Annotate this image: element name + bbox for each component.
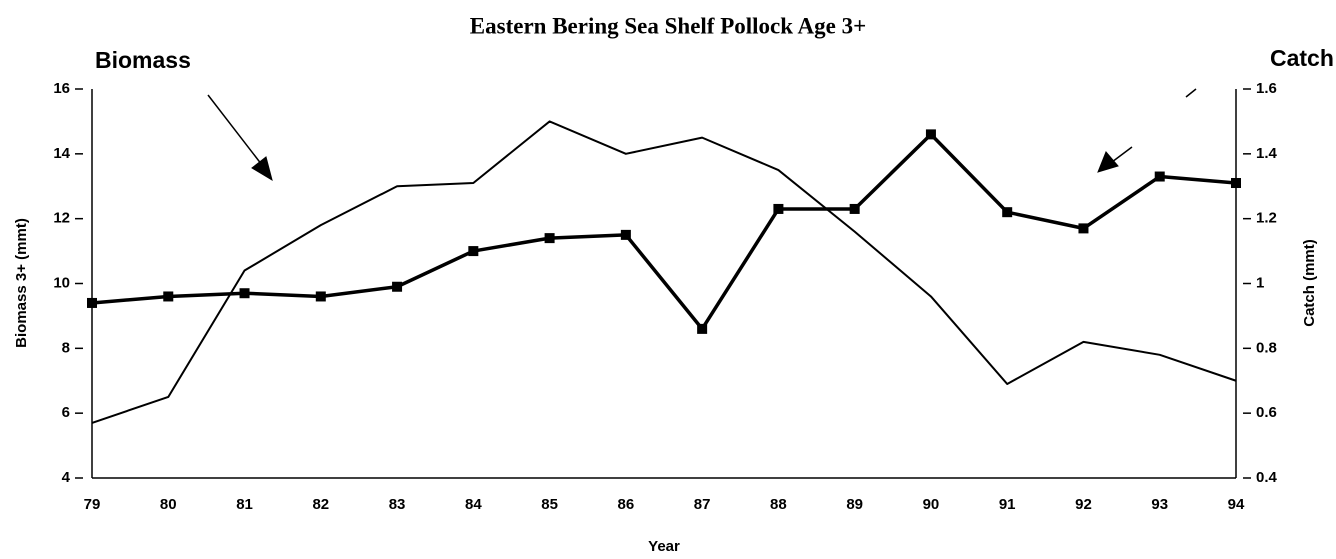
chart-title: Eastern Bering Sea Shelf Pollock Age 3+ [470,13,866,38]
point-marker [239,288,250,299]
arrow-fragment [1185,88,1197,98]
x-tick-label: 79 [84,496,101,513]
y2-tick-label: 1.2 [1256,210,1277,227]
point-marker [163,291,174,302]
x-tick-label: 83 [389,496,406,513]
y-tick-label: 10 [53,274,70,291]
annotation: Catch [1270,45,1334,71]
annotation: Biomass [95,47,191,73]
y-tick-label: 12 [53,210,70,227]
y-tick-label: 6 [62,404,70,421]
x-tick-label: 90 [923,496,940,513]
point-marker [392,281,403,292]
y-tick-label: 14 [53,145,70,162]
x-tick-label: 91 [999,496,1016,513]
x-tick-label: 94 [1228,496,1245,513]
x-tick-label: 87 [694,496,711,513]
point-marker [1231,178,1241,189]
y2-tick-label: 1.4 [1256,145,1278,162]
y2-tick-label: 0.4 [1256,469,1278,486]
x-tick-label: 88 [770,496,787,513]
y-tick-label: 8 [62,339,70,356]
arrowhead [1097,151,1119,173]
point-marker [468,246,479,257]
x-tick-label: 92 [1075,496,1092,513]
x-tick-label: 89 [846,496,863,513]
point-marker [1078,223,1089,234]
x-tick-label: 86 [618,496,635,513]
x-tick-label: 85 [541,496,558,513]
x-tick-label: 84 [465,496,482,513]
x-tick-label: 82 [312,496,329,513]
series-line [91,120,1237,424]
point-marker [773,203,784,214]
point-marker [849,203,860,214]
point-marker [1154,171,1165,182]
y-axis-label: Biomass 3+ (mmt) [13,218,30,348]
x-tick-label: 80 [160,496,177,513]
arrows [207,88,1197,182]
point-marker [87,297,97,308]
axes [91,89,1237,479]
point-marker [697,323,708,334]
point-marker [315,291,326,302]
series-line [91,132,1237,331]
x-tick-label: 93 [1151,496,1168,513]
x-tick-label: 81 [236,496,253,513]
arrow [207,94,263,166]
y2-axis-label: Catch (mmt) [1301,239,1318,327]
y-tick-label: 4 [62,469,71,486]
y2-tick-label: 0.6 [1256,404,1277,421]
y2-tick-label: 0.8 [1256,339,1277,356]
point-marker [620,229,631,240]
arrowhead [251,156,273,182]
x-axis-label: Year [648,538,680,555]
point-marker [544,233,555,244]
arrow [1111,146,1133,163]
y2-tick-label: 1 [1256,274,1264,291]
point-marker [925,129,936,140]
y2-tick-label: 1.6 [1256,80,1277,97]
y-tick-label: 16 [53,80,70,97]
point-marker [1002,207,1013,218]
